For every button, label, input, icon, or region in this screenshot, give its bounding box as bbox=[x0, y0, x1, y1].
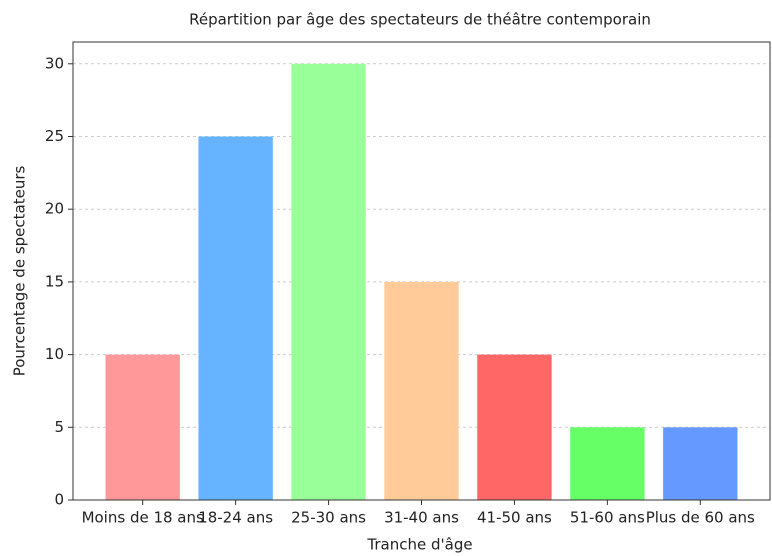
chart-title: Répartition par âge des spectateurs de t… bbox=[189, 11, 651, 29]
y-tick-label: 15 bbox=[45, 272, 64, 290]
y-tick-label: 0 bbox=[54, 491, 64, 509]
bar bbox=[663, 427, 738, 500]
y-tick-label: 10 bbox=[45, 345, 64, 363]
bar bbox=[477, 354, 552, 500]
x-axis-label: Tranche d'âge bbox=[366, 536, 472, 554]
bar bbox=[291, 63, 366, 501]
x-tick-label: 41-50 ans bbox=[477, 509, 552, 527]
x-tick-label: 31-40 ans bbox=[384, 509, 459, 527]
x-tick-label: Plus de 60 ans bbox=[646, 509, 755, 527]
bar bbox=[105, 354, 180, 500]
plot-frame bbox=[72, 41, 771, 501]
y-axis-label: Pourcentage de spectateurs bbox=[11, 166, 29, 377]
bar bbox=[384, 281, 459, 500]
x-tick-label: 18-24 ans bbox=[198, 509, 273, 527]
y-tick-label: 5 bbox=[54, 418, 64, 436]
y-tick-label: 30 bbox=[45, 54, 64, 72]
x-tick-label: 25-30 ans bbox=[291, 509, 366, 527]
x-tick-label: Moins de 18 ans bbox=[82, 509, 204, 527]
bar bbox=[198, 136, 273, 500]
x-tick-label: 51-60 ans bbox=[570, 509, 645, 527]
y-tick-label: 20 bbox=[45, 200, 64, 218]
bar bbox=[570, 427, 645, 500]
y-tick-label: 25 bbox=[45, 127, 64, 145]
